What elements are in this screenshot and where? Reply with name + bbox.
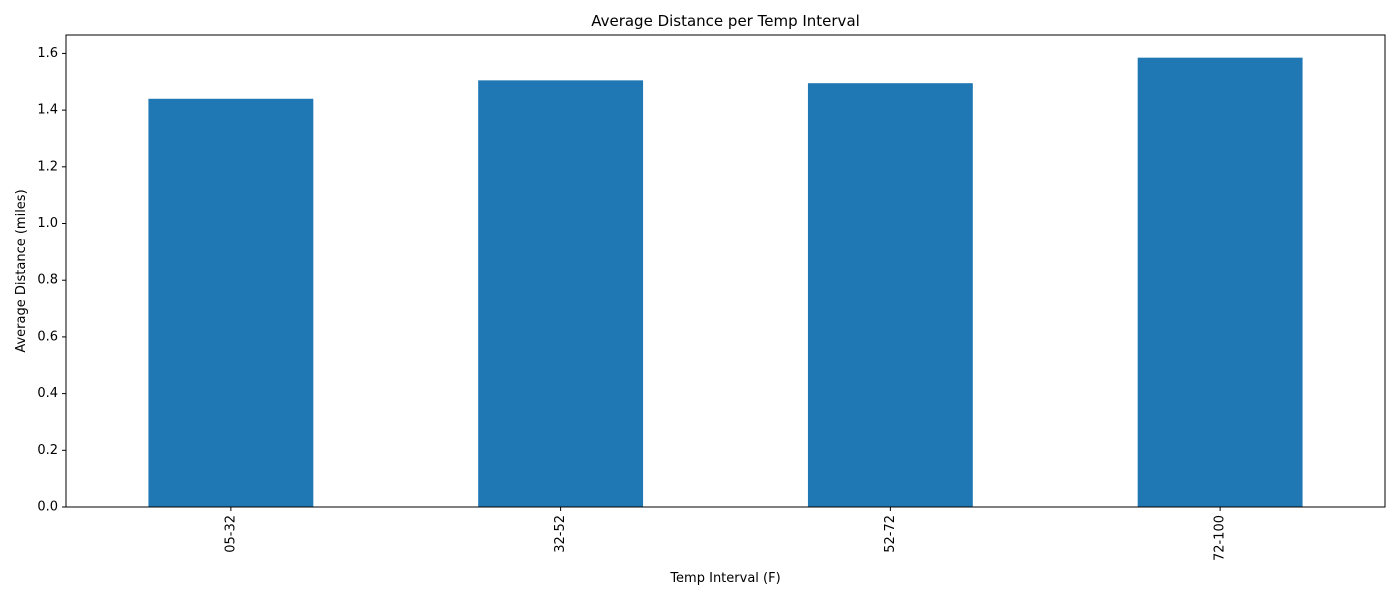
bar-52-72 bbox=[807, 83, 973, 507]
plot-frame bbox=[65, 34, 1386, 508]
y-tick-label: 0.2 bbox=[37, 443, 58, 458]
bars-group bbox=[148, 57, 1303, 507]
y-tick-label: 1.4 bbox=[37, 103, 58, 118]
x-tick-label: 72-100 bbox=[1213, 515, 1228, 561]
chart-title: Average Distance per Temp Interval bbox=[591, 12, 860, 30]
x-tick-label: 05-32 bbox=[223, 515, 238, 553]
y-axis-label: Average Distance (miles) bbox=[14, 189, 29, 352]
y-tick-label: 1.6 bbox=[37, 46, 58, 61]
y-tick-label: 1.2 bbox=[37, 159, 58, 174]
y-tick-label: 0.8 bbox=[37, 273, 58, 288]
bar-05-32 bbox=[148, 98, 314, 507]
x-axis-ticks: 05-32 32-52 52-72 72-100 bbox=[223, 507, 1228, 561]
y-tick-label: 1.0 bbox=[37, 216, 58, 231]
bar-72-100 bbox=[1137, 57, 1303, 507]
y-tick-label: 0.0 bbox=[37, 500, 58, 515]
y-axis-ticks: 0.0 0.2 0.4 0.6 0.8 1.0 1.2 1.4 1.6 bbox=[37, 46, 66, 515]
x-tick-label: 52-72 bbox=[883, 515, 898, 553]
y-tick-label: 0.4 bbox=[37, 386, 58, 401]
bar-32-52 bbox=[478, 80, 644, 507]
x-tick-label: 32-52 bbox=[553, 515, 568, 553]
y-tick-label: 0.6 bbox=[37, 329, 58, 344]
x-axis-label: Temp Interval (F) bbox=[669, 571, 780, 586]
